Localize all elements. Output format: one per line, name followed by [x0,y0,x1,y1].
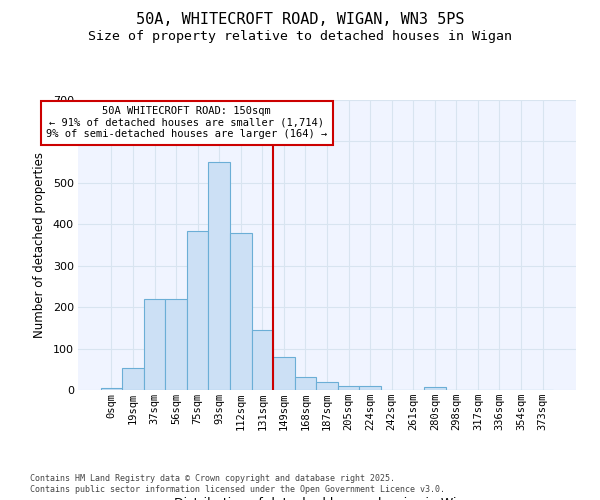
Bar [359,386,381,390]
Text: 50A WHITECROFT ROAD: 150sqm
← 91% of detached houses are smaller (1,714)
9% of s: 50A WHITECROFT ROAD: 150sqm ← 91% of det… [46,106,328,140]
Text: Contains HM Land Registry data © Crown copyright and database right 2025.: Contains HM Land Registry data © Crown c… [30,474,395,483]
Text: Size of property relative to detached houses in Wigan: Size of property relative to detached ho… [88,30,512,43]
Bar [316,382,338,390]
Bar [166,299,187,390]
Bar [251,330,273,390]
Bar [273,357,295,390]
Bar [122,368,144,390]
Text: 50A, WHITECROFT ROAD, WIGAN, WN3 5PS: 50A, WHITECROFT ROAD, WIGAN, WN3 5PS [136,12,464,28]
Bar [187,230,208,390]
Y-axis label: Number of detached properties: Number of detached properties [33,152,46,338]
X-axis label: Distribution of detached houses by size in Wigan: Distribution of detached houses by size … [174,497,480,500]
Bar [208,162,230,390]
Bar [144,299,166,390]
Bar [230,232,251,390]
Bar [338,386,359,390]
Text: Contains public sector information licensed under the Open Government Licence v3: Contains public sector information licen… [30,486,445,494]
Bar [295,376,316,390]
Bar [424,386,446,390]
Bar [101,388,122,390]
